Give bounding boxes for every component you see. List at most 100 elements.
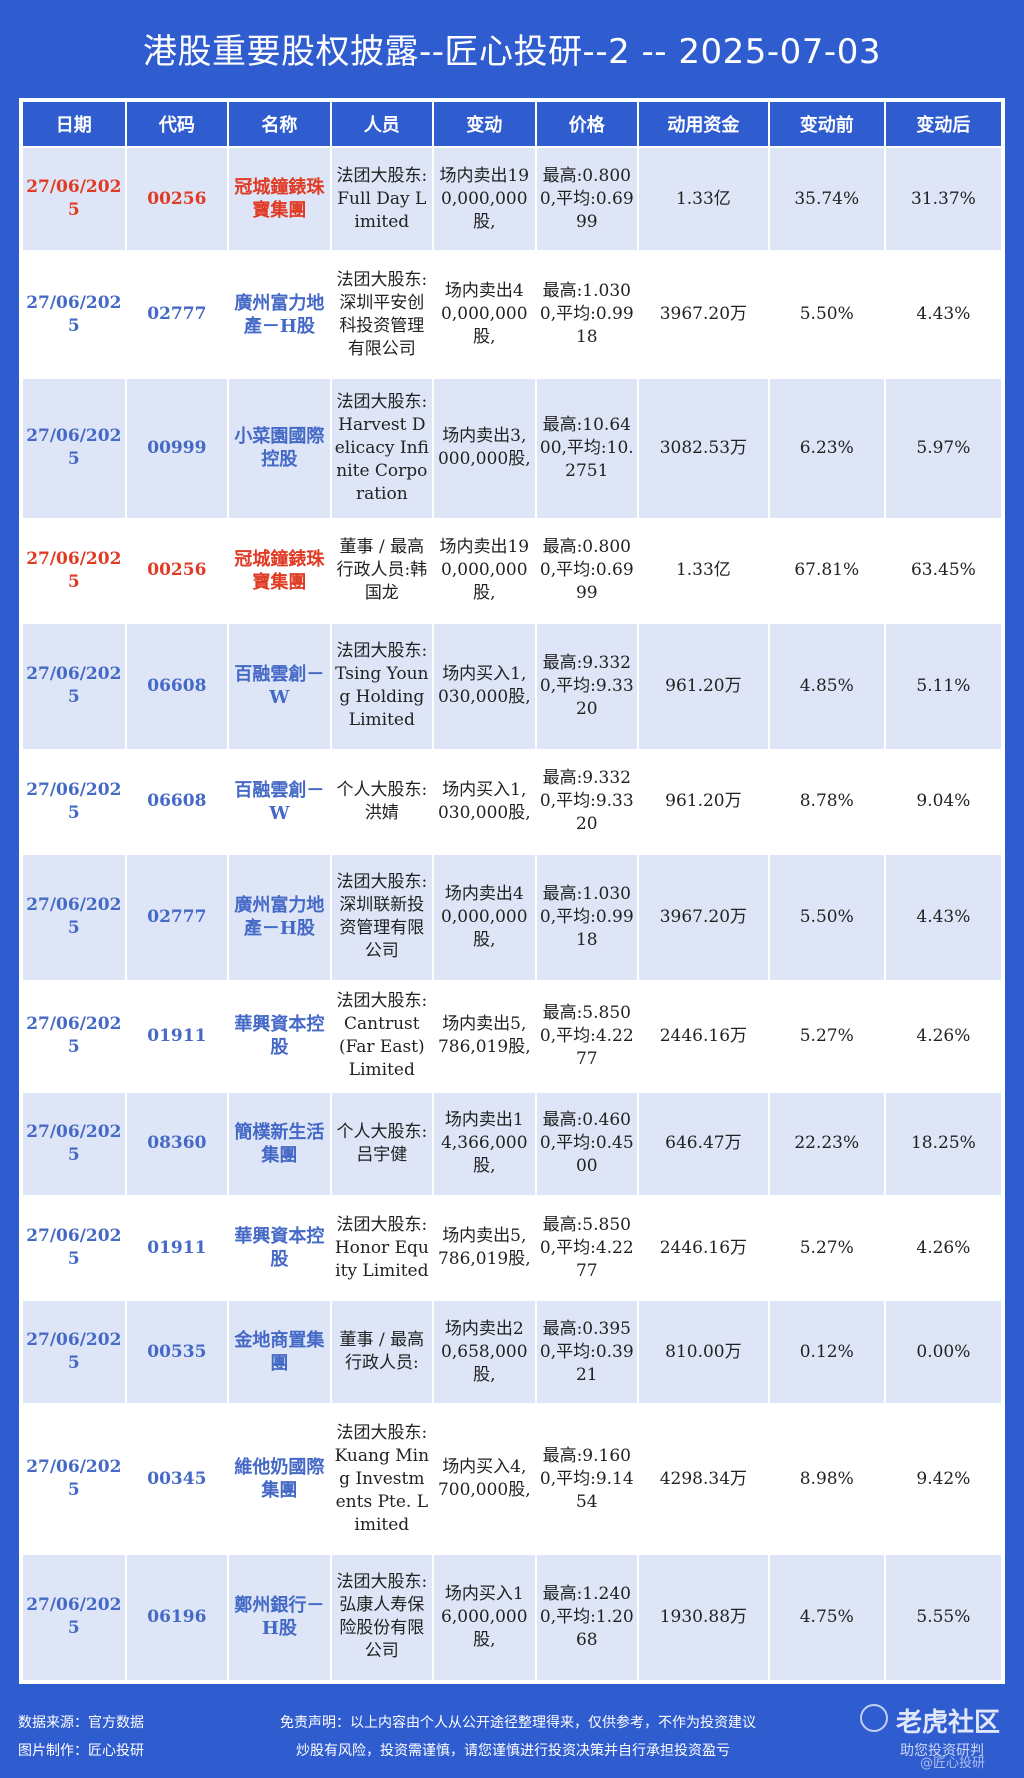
cell-before: 0.12% — [769, 1301, 884, 1404]
cell-after: 63.45% — [885, 519, 1001, 622]
table-row: 27/06/2025 01911 華興資本控股 法团大股东:Honor Equity … — [23, 1197, 1001, 1300]
cell-change: 场内卖出40,000,000股, — [434, 854, 535, 980]
cell-person: 法团大股东:Cantrust (Far East) Limited — [331, 981, 433, 1091]
cell-funds: 3082.53万 — [639, 379, 768, 518]
cell-change: 场内买入1,030,000股, — [434, 750, 535, 853]
cell-change: 场内卖出5,786,019股, — [434, 1197, 535, 1300]
cell-person: 法团大股东:Tsing Young Holding Limited — [331, 623, 433, 749]
cell-person: 法团大股东:Honor Equity Limited — [331, 1197, 433, 1300]
cell-name: 維他奶國際集團 — [229, 1405, 330, 1553]
footer: 数据来源：官方数据 图片制作：匠心投研 免责声明：以上内容由个人从公开途径整理得… — [0, 1690, 1024, 1778]
cell-date: 27/06/2025 — [23, 1405, 125, 1553]
disclaimer-line-2: 炒股有风险，投资需谨慎，请您谨慎进行投资决策并自行承担投资盈亏 — [296, 1743, 730, 1759]
cell-change: 场内卖出190,000,000股, — [434, 519, 535, 622]
cell-person: 董事 / 最高行政人员:韩国龙 — [331, 519, 433, 622]
cell-before: 4.85% — [769, 623, 884, 749]
cell-funds: 3967.20万 — [639, 252, 768, 378]
cell-after: 4.43% — [885, 854, 1001, 980]
cell-price: 最高:0.4600,平均:0.4500 — [536, 1092, 638, 1195]
cell-name: 金地商置集團 — [229, 1301, 330, 1404]
cell-code: 08360 — [126, 1092, 228, 1195]
cell-date: 27/06/2025 — [23, 148, 125, 251]
cell-date: 27/06/2025 — [23, 1554, 125, 1680]
cell-before: 5.50% — [769, 252, 884, 378]
cell-code: 01911 — [126, 981, 228, 1091]
table-row: 27/06/2025 06608 百融雲創－W 法团大股东:Tsing Young H… — [23, 623, 1001, 749]
cell-after: 9.42% — [885, 1405, 1001, 1553]
disclaimer-line-1: 免责声明：以上内容由个人从公开途径整理得来，仅供参考，不作为投资建议 — [280, 1715, 756, 1731]
table-row: 27/06/2025 00345 維他奶國際集團 法团大股东:Kuang Ming I… — [23, 1405, 1001, 1553]
cell-date: 27/06/2025 — [23, 252, 125, 378]
cell-date: 27/06/2025 — [23, 854, 125, 980]
cell-price: 最高:0.8000,平均:0.6999 — [536, 148, 638, 251]
table-body: 27/06/2025 00256 冠城鐘錶珠寶集團 法团大股东:Full Day Li… — [23, 148, 1001, 1680]
cell-funds: 1.33亿 — [639, 519, 768, 622]
cell-before: 35.74% — [769, 148, 884, 251]
header-after: 变动后 — [885, 102, 1001, 146]
cell-funds: 810.00万 — [639, 1301, 768, 1404]
cell-funds: 2446.16万 — [639, 1197, 768, 1300]
cell-person: 个人大股东:洪婧 — [331, 750, 433, 853]
cell-date: 27/06/2025 — [23, 379, 125, 518]
cell-after: 0.00% — [885, 1301, 1001, 1404]
cell-price: 最高:9.3320,平均:9.3320 — [536, 623, 638, 749]
cell-price: 最高:5.8500,平均:4.2277 — [536, 981, 638, 1091]
cell-after: 4.26% — [885, 981, 1001, 1091]
page-title: 港股重要股权披露--匠心投研--2 -- 2025-07-03 — [143, 31, 881, 72]
table-row: 27/06/2025 00256 冠城鐘錶珠寶集團 董事 / 最高行政人员:韩国龙 场内… — [23, 519, 1001, 622]
table-row: 27/06/2025 01911 華興資本控股 法团大股东:Cantrust (Far… — [23, 981, 1001, 1091]
tiger-logo-icon — [860, 1704, 888, 1732]
cell-date: 27/06/2025 — [23, 981, 125, 1091]
cell-after: 4.43% — [885, 252, 1001, 378]
cell-after: 5.97% — [885, 379, 1001, 518]
cell-date: 27/06/2025 — [23, 1197, 125, 1300]
header-funds: 动用资金 — [639, 102, 768, 146]
cell-funds: 1.33亿 — [639, 148, 768, 251]
cell-after: 4.26% — [885, 1197, 1001, 1300]
watermark-handle: @匠心投研 — [920, 1756, 986, 1771]
table-header-row: 日期 代码 名称 人员 变动 价格 动用资金 变动前 变动后 — [23, 102, 1001, 146]
cell-change: 场内买入1,030,000股, — [434, 623, 535, 749]
cell-before: 8.98% — [769, 1405, 884, 1553]
cell-name: 小菜園國際控股 — [229, 379, 330, 518]
cell-person: 法团大股东:深圳联新投资管理有限公司 — [331, 854, 433, 980]
table-row: 27/06/2025 00535 金地商置集團 董事 / 最高行政人员: 场内卖出20,… — [23, 1301, 1001, 1404]
cell-code: 06196 — [126, 1554, 228, 1680]
header-name: 名称 — [229, 102, 330, 146]
cell-person: 法团大股东:Kuang Ming Investments Pte. Limite… — [331, 1405, 433, 1553]
cell-date: 27/06/2025 — [23, 1301, 125, 1404]
watermark-sub: 助您投资研判 — [900, 1743, 984, 1759]
cell-price: 最高:1.0300,平均:0.9918 — [536, 252, 638, 378]
cell-before: 5.27% — [769, 1197, 884, 1300]
cell-before: 5.27% — [769, 981, 884, 1091]
header-date: 日期 — [23, 102, 125, 146]
cell-before: 6.23% — [769, 379, 884, 518]
cell-person: 法团大股东:弘康人寿保险股份有限公司 — [331, 1554, 433, 1680]
data-source: 数据来源：官方数据 — [18, 1715, 144, 1731]
cell-after: 9.04% — [885, 750, 1001, 853]
cell-name: 廣州富力地產－H股 — [229, 252, 330, 378]
table-row: 27/06/2025 02777 廣州富力地產－H股 法团大股东:深圳平安创科投资管理… — [23, 252, 1001, 378]
cell-person: 法团大股东:Harvest Delicacy Infinite Corporat… — [331, 379, 433, 518]
cell-before: 22.23% — [769, 1092, 884, 1195]
cell-funds: 2446.16万 — [639, 981, 768, 1091]
cell-person: 个人大股东:吕宇健 — [331, 1092, 433, 1195]
table-row: 27/06/2025 06608 百融雲創－W 个人大股东:洪婧 场内买入1,030,0… — [23, 750, 1001, 853]
cell-code: 02777 — [126, 252, 228, 378]
cell-before: 5.50% — [769, 854, 884, 980]
cell-change: 场内买入4,700,000股, — [434, 1405, 535, 1553]
cell-date: 27/06/2025 — [23, 623, 125, 749]
table-row: 27/06/2025 00999 小菜園國際控股 法团大股东:Harvest Deli… — [23, 379, 1001, 518]
cell-funds: 961.20万 — [639, 750, 768, 853]
watermark: 老虎社区 — [896, 1708, 1001, 1738]
cell-price: 最高:9.3320,平均:9.3320 — [536, 750, 638, 853]
cell-funds: 646.47万 — [639, 1092, 768, 1195]
cell-after: 5.55% — [885, 1554, 1001, 1680]
cell-date: 27/06/2025 — [23, 750, 125, 853]
cell-change: 场内卖出3,000,000股, — [434, 379, 535, 518]
cell-before: 67.81% — [769, 519, 884, 622]
cell-change: 场内卖出14,366,000股, — [434, 1092, 535, 1195]
cell-code: 01911 — [126, 1197, 228, 1300]
cell-price: 最高:1.0300,平均:0.9918 — [536, 854, 638, 980]
disclosure-table: 日期 代码 名称 人员 变动 价格 动用资金 变动前 变动后 27/06/202… — [21, 100, 1003, 1682]
